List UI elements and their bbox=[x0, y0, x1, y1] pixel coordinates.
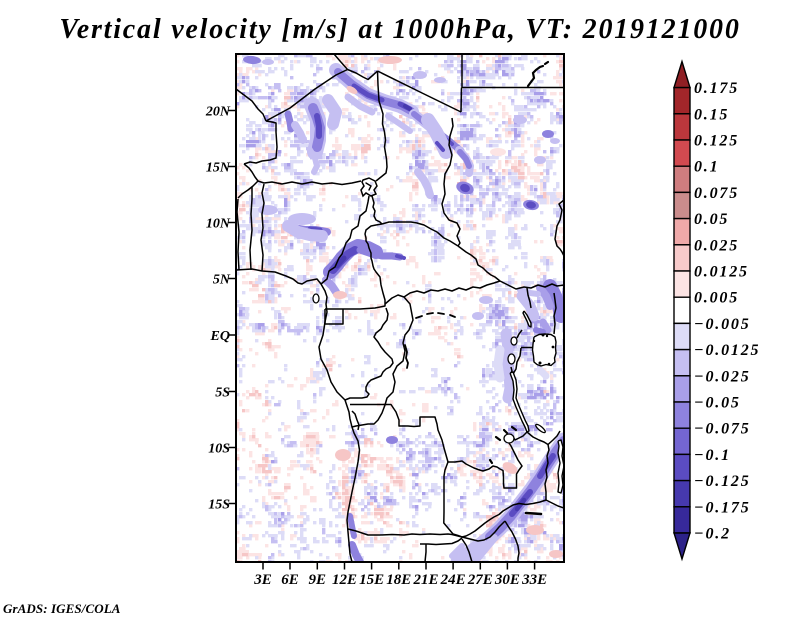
svg-text:30E: 30E bbox=[494, 572, 520, 588]
svg-text:0.005: 0.005 bbox=[694, 290, 739, 307]
svg-text:−0.025: −0.025 bbox=[694, 368, 751, 385]
svg-text:15E: 15E bbox=[359, 572, 384, 588]
svg-text:9E: 9E bbox=[309, 572, 327, 588]
svg-text:−0.075: −0.075 bbox=[694, 421, 751, 438]
svg-text:0.05: 0.05 bbox=[694, 211, 729, 228]
svg-text:15S: 15S bbox=[208, 497, 230, 512]
svg-text:0.15: 0.15 bbox=[694, 106, 729, 123]
svg-text:20N: 20N bbox=[205, 104, 231, 119]
svg-text:−0.05: −0.05 bbox=[694, 395, 741, 412]
svg-text:6E: 6E bbox=[281, 572, 299, 588]
svg-text:5S: 5S bbox=[215, 385, 230, 400]
svg-text:27E: 27E bbox=[467, 572, 493, 588]
svg-text:15N: 15N bbox=[206, 160, 231, 175]
svg-text:0.025: 0.025 bbox=[694, 237, 739, 254]
svg-text:0.175: 0.175 bbox=[694, 80, 739, 97]
svg-text:5N: 5N bbox=[213, 272, 231, 287]
svg-text:−0.2: −0.2 bbox=[694, 526, 731, 543]
svg-text:0.0125: 0.0125 bbox=[694, 264, 749, 281]
svg-text:0.1: 0.1 bbox=[694, 159, 719, 176]
svg-text:−0.175: −0.175 bbox=[694, 499, 751, 516]
svg-text:18E: 18E bbox=[386, 572, 411, 588]
svg-text:21E: 21E bbox=[412, 572, 438, 588]
svg-text:−0.005: −0.005 bbox=[694, 316, 751, 333]
svg-text:−0.125: −0.125 bbox=[694, 473, 751, 490]
svg-text:24E: 24E bbox=[440, 572, 466, 588]
svg-text:EQ: EQ bbox=[210, 329, 230, 344]
svg-text:12E: 12E bbox=[332, 572, 357, 588]
svg-text:3E: 3E bbox=[253, 572, 272, 588]
svg-text:0.075: 0.075 bbox=[694, 185, 739, 202]
svg-text:0.125: 0.125 bbox=[694, 133, 739, 150]
svg-text:−0.1: −0.1 bbox=[694, 447, 731, 464]
svg-text:10S: 10S bbox=[208, 441, 230, 456]
svg-text:33E: 33E bbox=[521, 572, 547, 588]
svg-text:−0.0125: −0.0125 bbox=[694, 342, 760, 359]
svg-text:10N: 10N bbox=[206, 216, 231, 231]
